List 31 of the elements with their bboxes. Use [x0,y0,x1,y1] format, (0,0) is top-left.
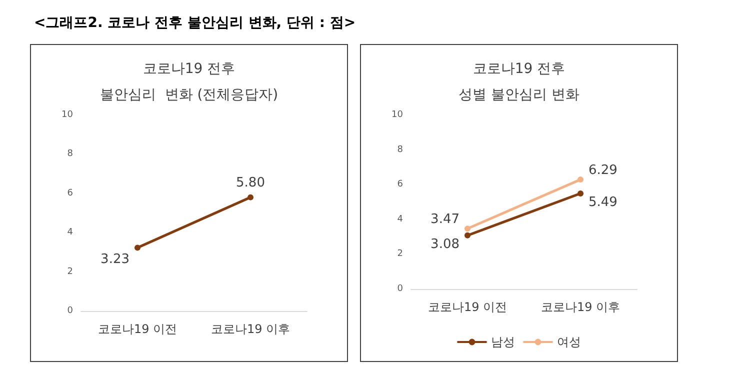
chart-title: 코로나19 전후 불안심리 변화 (전체응답자) [100,61,278,103]
data-label: 6.29 [588,163,618,178]
y-tick-label: 8 [67,149,74,160]
point [578,176,584,183]
y-tick-label: 2 [397,249,403,260]
data-label: 5.49 [588,194,618,210]
y-tick-label: 0 [397,284,404,294]
data-label: 3.23 [100,252,130,268]
y-tick-label: 10 [62,110,74,120]
legend-label: 여성 [557,335,581,349]
data-label: 3.08 [430,236,460,252]
y-tick-label: 0 [67,306,74,316]
y-tick-label: 8 [397,144,404,155]
point [578,190,584,196]
x-tick-label: 코로나19 이전 [98,322,178,336]
y-tick-label: 6 [67,188,74,198]
y-tick-label: 4 [67,228,74,238]
legend-label: 남성 [491,335,515,349]
x-tick-label: 코로나19 이후 [540,300,620,314]
point [464,232,470,238]
text: <그래프2. 코로나 전후 불안심리 변화, 단위 : 점> [34,14,357,32]
point [464,226,470,232]
y-tick-label: 2 [67,266,73,277]
data-label: 5.80 [236,175,265,190]
data-label: 3.47 [430,212,460,228]
x-tick-label: 코로나19 이전 [428,300,508,314]
y-tick-label: 6 [397,180,404,190]
chart-title: 코로나19 전후 성별 불안심리 변화 [458,61,580,103]
y-tick-label: 10 [392,110,404,120]
x-tick-label: 코로나19 이후 [210,322,290,336]
y-tick-label: 4 [397,214,404,224]
